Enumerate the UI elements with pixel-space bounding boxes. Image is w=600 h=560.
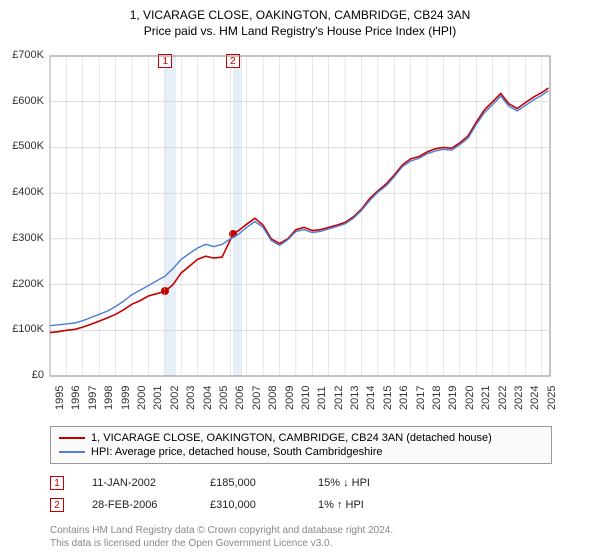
transaction-row: 1 11-JAN-2002 £185,000 15% ↓ HPI: [50, 472, 552, 494]
tx-price: £185,000: [210, 477, 290, 489]
series-property: [50, 88, 548, 333]
tx-delta: 15% ↓ HPI: [318, 477, 370, 489]
y-axis-label: £0: [2, 369, 44, 381]
x-axis-label: 2018: [431, 386, 443, 410]
x-axis-label: 2014: [365, 386, 377, 410]
legend-label: HPI: Average price, detached house, Sout…: [91, 446, 382, 458]
tx-date: 28-FEB-2006: [92, 499, 182, 511]
chart-subtitle: Price paid vs. HM Land Registry's House …: [0, 22, 600, 38]
line-chart-svg: [0, 48, 600, 418]
x-axis-label: 2024: [529, 386, 541, 410]
x-axis-label: 2021: [480, 386, 492, 410]
tx-marker-icon: 2: [50, 498, 64, 512]
legend-swatch: [59, 437, 85, 439]
y-axis-label: £500K: [2, 140, 44, 152]
x-axis-label: 2012: [333, 386, 345, 410]
transaction-list: 1 11-JAN-2002 £185,000 15% ↓ HPI 2 28-FE…: [50, 472, 552, 516]
x-axis-label: 2001: [152, 386, 164, 410]
x-axis-label: 2005: [218, 386, 230, 410]
tx-marker-icon: 1: [50, 476, 64, 490]
x-axis-label: 2002: [169, 386, 181, 410]
legend-item: 1, VICARAGE CLOSE, OAKINGTON, CAMBRIDGE,…: [59, 431, 543, 445]
x-axis-label: 2023: [513, 386, 525, 410]
legend-swatch: [59, 451, 85, 453]
y-axis-label: £600K: [2, 95, 44, 107]
x-axis-label: 1999: [120, 386, 132, 410]
x-axis-label: 2009: [284, 386, 296, 410]
x-axis-label: 2011: [316, 386, 328, 410]
y-axis-label: £300K: [2, 232, 44, 244]
y-axis-label: £700K: [2, 49, 44, 61]
y-axis-label: £400K: [2, 186, 44, 198]
tx-date: 11-JAN-2002: [92, 477, 182, 489]
x-axis-label: 2004: [202, 386, 214, 410]
chart-area: 12 £0£100K£200K£300K£400K£500K£600K£700K…: [0, 48, 600, 418]
x-axis-label: 2020: [464, 386, 476, 410]
tx-price: £310,000: [210, 499, 290, 511]
x-axis-label: 2019: [447, 386, 459, 410]
x-axis-label: 2016: [398, 386, 410, 410]
x-axis-label: 2003: [185, 386, 197, 410]
x-axis-label: 2017: [415, 386, 427, 410]
chart-container: 1, VICARAGE CLOSE, OAKINGTON, CAMBRIDGE,…: [0, 0, 600, 560]
y-axis-label: £100K: [2, 323, 44, 335]
legend: 1, VICARAGE CLOSE, OAKINGTON, CAMBRIDGE,…: [50, 426, 552, 464]
x-axis-label: 1995: [54, 386, 66, 410]
x-axis-label: 1996: [70, 386, 82, 410]
x-axis-label: 2022: [497, 386, 509, 410]
x-axis-label: 2000: [136, 386, 148, 410]
y-axis-label: £200K: [2, 278, 44, 290]
x-axis-label: 2006: [234, 386, 246, 410]
x-axis-label: 2025: [546, 386, 558, 410]
x-axis-label: 2013: [349, 386, 361, 410]
legend-label: 1, VICARAGE CLOSE, OAKINGTON, CAMBRIDGE,…: [91, 432, 492, 444]
x-axis-label: 2008: [267, 386, 279, 410]
tx-delta: 1% ↑ HPI: [318, 499, 364, 511]
x-axis-label: 2007: [251, 386, 263, 410]
x-axis-label: 2010: [300, 386, 312, 410]
chart-title: 1, VICARAGE CLOSE, OAKINGTON, CAMBRIDGE,…: [0, 0, 600, 22]
footer-attribution: Contains HM Land Registry data © Crown c…: [50, 524, 393, 550]
legend-item: HPI: Average price, detached house, Sout…: [59, 445, 543, 459]
transaction-row: 2 28-FEB-2006 £310,000 1% ↑ HPI: [50, 494, 552, 516]
x-axis-label: 1997: [87, 386, 99, 410]
x-axis-label: 1998: [103, 386, 115, 410]
x-axis-label: 2015: [382, 386, 394, 410]
